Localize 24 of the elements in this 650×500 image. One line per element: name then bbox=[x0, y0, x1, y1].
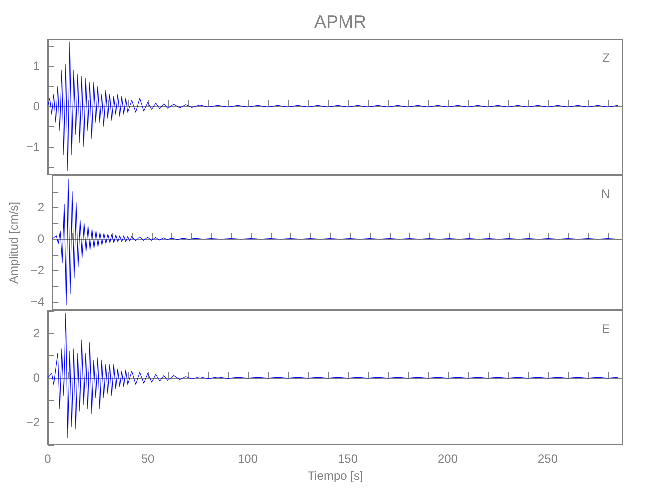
x-tick-label: 150 bbox=[338, 452, 358, 466]
y-tick-label: 2 bbox=[33, 326, 40, 340]
y-tick-label: −2 bbox=[26, 416, 40, 430]
y-tick-label: 1 bbox=[33, 59, 40, 74]
x-tick-label: 200 bbox=[438, 452, 458, 466]
line-series bbox=[52, 178, 618, 306]
y-tick-label: −1 bbox=[26, 140, 40, 154]
y-tick-label: 0 bbox=[38, 232, 45, 246]
x-tick-label: 50 bbox=[141, 452, 155, 466]
y-tick-label: 0 bbox=[33, 371, 40, 385]
line-series bbox=[48, 312, 618, 439]
annotation: N bbox=[601, 187, 610, 201]
y-axis-title: Amplitud [cm/s] bbox=[7, 202, 21, 284]
x-axis-title: Tiempo [s] bbox=[308, 468, 364, 483]
x-tick-label: 250 bbox=[538, 452, 558, 466]
y-tick-label: 2 bbox=[38, 200, 45, 215]
line-series bbox=[48, 42, 618, 172]
y-tick-label: −2 bbox=[30, 264, 45, 278]
annotation: E bbox=[602, 322, 610, 336]
chart-title: APMR bbox=[314, 12, 367, 32]
x-tick-label: 100 bbox=[238, 452, 258, 466]
y-tick-label: −4 bbox=[30, 295, 45, 310]
annotation: Z bbox=[602, 51, 610, 65]
y-tick-label: 0 bbox=[33, 99, 40, 114]
